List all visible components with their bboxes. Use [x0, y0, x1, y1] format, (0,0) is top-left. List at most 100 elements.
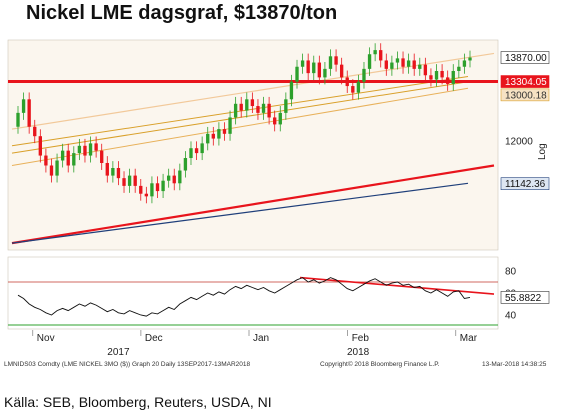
candle-body	[66, 150, 70, 166]
candle-body	[155, 183, 160, 192]
price-layer	[8, 43, 498, 245]
candle-body	[21, 99, 26, 113]
rsi-current-label: 55.8822	[505, 293, 542, 304]
candle-body	[334, 56, 338, 65]
candle-body	[273, 117, 277, 125]
candle-body	[33, 126, 37, 137]
candle-body	[395, 58, 400, 63]
price-label: 13870.00	[505, 53, 547, 64]
candle-body	[390, 62, 394, 69]
candle-body	[379, 50, 383, 61]
rsi-panel-bg	[7, 256, 499, 330]
candle-body	[429, 75, 433, 80]
axis-layer: 13870.00 13304.05 13000.18 11142.36 12000 Log…	[32, 51, 550, 358]
candle-body	[72, 153, 76, 166]
candle-body	[122, 178, 126, 186]
price-label: 13000.18	[505, 90, 547, 101]
candle-body	[451, 70, 455, 84]
x-year-label: 2017	[107, 347, 130, 358]
candle-body	[295, 66, 299, 82]
candle-body	[161, 180, 165, 192]
candle-body	[373, 50, 377, 55]
candle-body	[183, 158, 188, 171]
price-y-tick: 12000	[505, 136, 533, 147]
candle-body	[228, 117, 232, 134]
price-label-box	[500, 75, 550, 88]
price-label: 11142.36	[505, 179, 546, 190]
candle-body	[166, 175, 171, 181]
source-note: Källa: SEB, Bloomberg, Reuters, USDA, NI	[4, 394, 272, 410]
price-label: 13304.05	[505, 77, 547, 88]
candle-body	[267, 103, 271, 118]
candle-body	[200, 143, 204, 154]
price-label-box	[500, 177, 550, 190]
candle-body	[406, 60, 411, 67]
rsi-y-tick: 80	[505, 267, 517, 278]
ma-100-line	[11, 87, 469, 166]
x-month-label: Dec	[145, 333, 163, 344]
candle-body	[440, 70, 444, 78]
rsi-layer	[8, 276, 498, 326]
candle-body	[16, 112, 20, 127]
candle-body	[384, 60, 388, 69]
support-trendline	[11, 164, 495, 245]
candle-body	[339, 64, 344, 78]
candle-body	[111, 167, 115, 176]
candle-body	[278, 112, 282, 125]
x-month-label: Jan	[253, 333, 269, 344]
candle-body	[250, 99, 255, 107]
candle-body	[211, 133, 215, 139]
candle-body	[88, 143, 93, 156]
candle-body	[206, 133, 210, 144]
ma-20-line	[11, 76, 469, 147]
candle-body	[217, 129, 221, 139]
candle-body	[457, 66, 461, 71]
candle-body	[189, 148, 193, 159]
candle-body	[317, 62, 322, 78]
candle-body	[323, 68, 327, 78]
candle-body	[83, 145, 87, 156]
candle-body	[245, 99, 249, 111]
candle-body	[27, 99, 31, 127]
candle-body	[144, 193, 149, 197]
x-month-label: Feb	[352, 333, 370, 344]
x-month-label: Nov	[37, 333, 55, 344]
ma-200-line	[11, 182, 469, 244]
candle-body	[256, 106, 260, 113]
candle-body	[60, 150, 65, 161]
candle-body	[367, 54, 372, 69]
candle-body	[356, 81, 361, 93]
rsi-trendline	[299, 276, 495, 295]
candle-body	[434, 70, 439, 80]
price-axis-label: Log	[537, 143, 548, 160]
candle-body	[94, 143, 98, 151]
x-month-label: Mar	[460, 333, 478, 344]
candle-body	[139, 185, 143, 194]
candle-body	[351, 86, 355, 93]
candle-body	[306, 60, 310, 74]
chart-title: Nickel LME dagsgraf, $13870/ton	[26, 2, 338, 24]
candle-body	[38, 136, 42, 156]
candle-body	[345, 77, 349, 87]
candle-body	[401, 58, 405, 67]
candle-body	[222, 129, 227, 134]
candle-body	[362, 68, 366, 82]
candle-body	[116, 167, 121, 179]
candle-body	[100, 150, 104, 163]
candle-body	[423, 64, 428, 76]
terminal-footer-center: Copyright© 2018 Bloomberg Finance L.P.	[320, 360, 440, 368]
candle-body	[468, 57, 472, 61]
candle-body	[239, 103, 243, 111]
candle-body	[462, 60, 467, 67]
candle-body	[105, 162, 109, 176]
price-label-box	[500, 88, 550, 102]
terminal-footer-right: 13-Mar-2018 14:38:25	[482, 361, 547, 368]
candle-body	[150, 183, 154, 197]
candle-body	[261, 103, 266, 113]
rsi-y-tick: 40	[505, 311, 517, 322]
candle-body	[446, 77, 450, 84]
candle-body	[194, 148, 199, 154]
candle-body	[127, 175, 132, 186]
ma-50-line	[11, 81, 469, 154]
